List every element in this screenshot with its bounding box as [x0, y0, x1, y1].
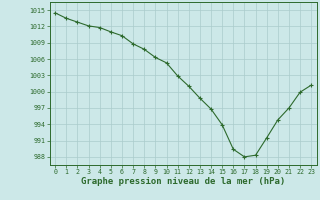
X-axis label: Graphe pression niveau de la mer (hPa): Graphe pression niveau de la mer (hPa)	[81, 177, 285, 186]
